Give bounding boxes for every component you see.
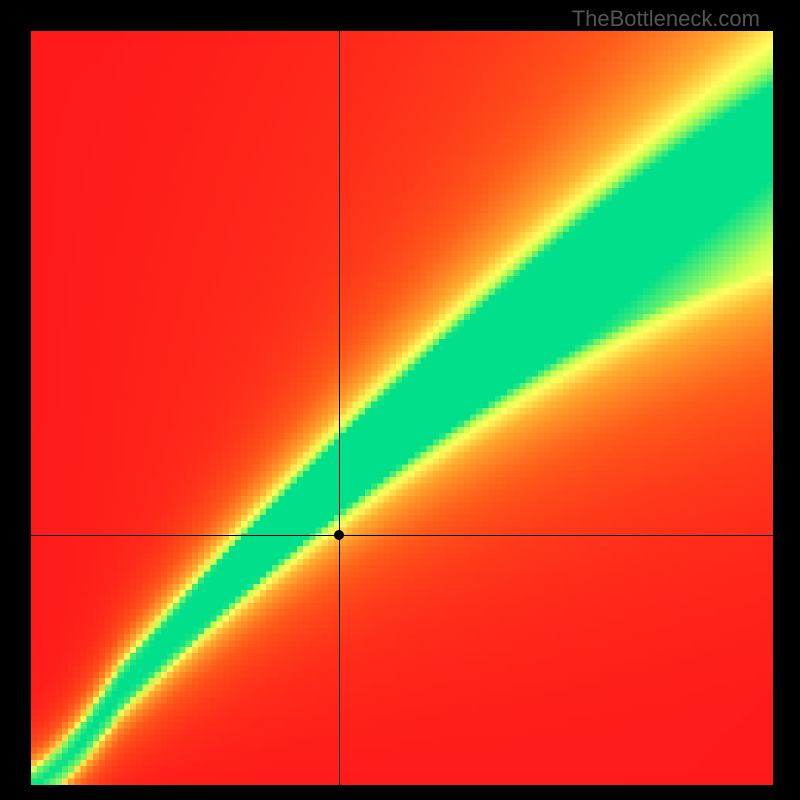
- heatmap-plot-area: [31, 31, 773, 785]
- crosshair-marker: [334, 530, 344, 540]
- heatmap-canvas: [31, 31, 773, 785]
- watermark-text: TheBottleneck.com: [572, 6, 760, 32]
- crosshair-vertical: [339, 31, 340, 785]
- plot-frame: [31, 31, 773, 785]
- crosshair-horizontal: [31, 535, 773, 536]
